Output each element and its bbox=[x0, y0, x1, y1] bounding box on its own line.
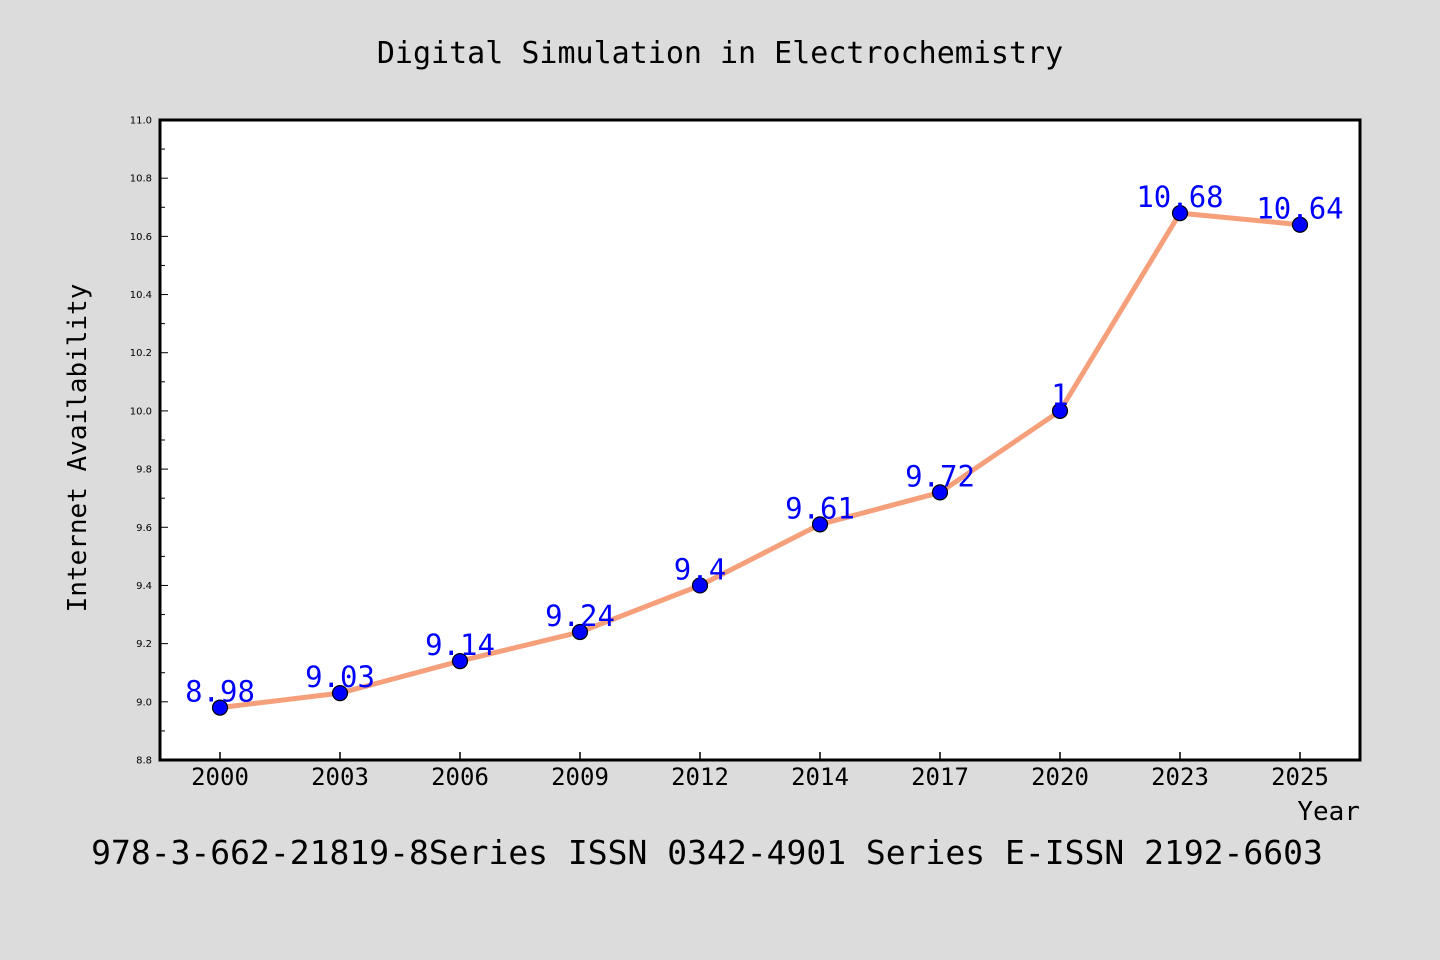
x-axis-label: Year bbox=[1297, 797, 1360, 827]
y-tick-label: 10.6 bbox=[130, 232, 152, 243]
y-tick-label: 8.8 bbox=[136, 756, 152, 767]
data-label: 9.14 bbox=[425, 628, 495, 662]
x-tick-label: 2006 bbox=[431, 763, 489, 791]
data-point bbox=[691, 577, 709, 594]
x-tick-label: 2009 bbox=[551, 763, 609, 791]
data-point bbox=[811, 516, 829, 533]
y-tick-label: 9.4 bbox=[136, 581, 152, 592]
y-tick-label: 11.0 bbox=[130, 116, 152, 127]
x-tick-label: 2003 bbox=[311, 763, 369, 791]
x-tick-label: 2000 bbox=[191, 763, 249, 791]
footer-text: 978-3-662-21819-8Series ISSN 0342-4901 S… bbox=[91, 833, 1323, 872]
data-point bbox=[1291, 216, 1309, 233]
data-label: 1 bbox=[1051, 378, 1068, 412]
chart-title: Digital Simulation in Electrochemistry bbox=[377, 36, 1063, 71]
y-tick-label: 10.8 bbox=[130, 174, 152, 185]
data-label: 8.98 bbox=[185, 675, 255, 709]
data-label: 9.72 bbox=[905, 459, 975, 493]
y-tick-label: 9.6 bbox=[136, 523, 152, 534]
y-tick-label: 10.4 bbox=[130, 290, 152, 301]
data-point bbox=[451, 652, 469, 670]
x-tick-label: 2017 bbox=[911, 763, 969, 791]
data-label: 9.4 bbox=[674, 552, 726, 586]
data-label: 9.61 bbox=[785, 491, 855, 525]
y-tick-label: 10.0 bbox=[130, 406, 152, 417]
y-tick-label: 9.0 bbox=[136, 697, 152, 708]
x-tick-label: 2020 bbox=[1031, 763, 1089, 791]
plot-area bbox=[158, 118, 1362, 762]
data-point bbox=[1051, 402, 1069, 420]
data-point bbox=[1171, 204, 1189, 222]
data-point bbox=[571, 623, 589, 641]
x-tick-label: 2014 bbox=[791, 763, 849, 791]
x-tick-label: 2023 bbox=[1151, 763, 1209, 791]
x-axis: 2000 2003 2006 2009 2012 2014 2017 2020 2023 2025 bbox=[191, 752, 1329, 791]
data-label: 9.03 bbox=[305, 660, 375, 694]
x-tick-label: 2012 bbox=[671, 763, 729, 791]
data-label: 9.24 bbox=[545, 599, 615, 633]
y-tick-label: 10.2 bbox=[130, 348, 152, 359]
data-point bbox=[331, 684, 349, 702]
data-markers bbox=[211, 204, 1309, 716]
data-labels: 8.98 9.03 9.14 9.24 9.4 9.61 9.72 1 10.68 10.64 bbox=[185, 180, 1344, 709]
y-axis: 8.8 9.0 9.2 9.4 9.6 9.8 10.0 10.2 10.4 10.6 10.8 11… bbox=[130, 116, 168, 767]
y-axis-label: Internet Availability bbox=[63, 284, 93, 613]
series-line bbox=[219, 210, 1301, 711]
data-label: 10.68 bbox=[1136, 180, 1223, 214]
data-point bbox=[931, 484, 949, 501]
x-tick-label: 2025 bbox=[1271, 763, 1329, 791]
y-tick-label: 9.2 bbox=[136, 639, 152, 650]
data-label: 10.64 bbox=[1256, 192, 1343, 226]
data-point bbox=[211, 699, 229, 716]
y-tick-label: 9.8 bbox=[136, 465, 152, 476]
